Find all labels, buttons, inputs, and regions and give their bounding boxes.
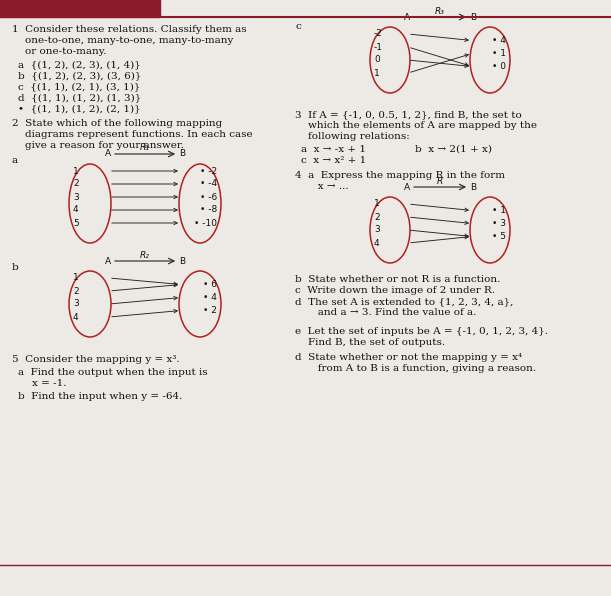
Text: 1: 1 xyxy=(374,69,380,77)
Text: • 0: • 0 xyxy=(492,62,506,71)
Text: 3: 3 xyxy=(73,193,79,201)
Text: B: B xyxy=(470,13,476,21)
Bar xyxy=(0,0,160,17)
Text: -2: -2 xyxy=(374,29,383,39)
Text: A: A xyxy=(105,256,111,265)
Text: 3  If A = {-1, 0, 0.5, 1, 2}, find B, the set to: 3 If A = {-1, 0, 0.5, 1, 2}, find B, the… xyxy=(295,110,522,119)
Text: 4  a  Express the mapping R in the form: 4 a Express the mapping R in the form xyxy=(295,171,505,180)
Text: following relations:: following relations: xyxy=(295,132,410,141)
Text: • 2: • 2 xyxy=(203,306,217,315)
Text: 3: 3 xyxy=(73,300,79,309)
Text: which the elements of A are mapped by the: which the elements of A are mapped by th… xyxy=(295,121,537,130)
Text: • -4: • -4 xyxy=(200,179,217,188)
Text: a: a xyxy=(12,156,18,165)
Text: or one-to-many.: or one-to-many. xyxy=(12,47,106,56)
Text: 0: 0 xyxy=(374,55,380,64)
Text: a  Find the output when the input is: a Find the output when the input is xyxy=(18,368,208,377)
Text: 1: 1 xyxy=(374,200,380,209)
Text: c  x → x² + 1: c x → x² + 1 xyxy=(301,156,366,165)
Text: x = -1.: x = -1. xyxy=(32,379,67,388)
Text: Find B, the set of outputs.: Find B, the set of outputs. xyxy=(295,338,445,347)
Text: • 1: • 1 xyxy=(492,49,506,58)
Text: • 3: • 3 xyxy=(492,219,506,228)
Text: b  {(1, 2), (2, 3), (3, 6)}: b {(1, 2), (2, 3), (3, 6)} xyxy=(18,71,141,80)
Text: 2: 2 xyxy=(73,287,79,296)
Text: • 4: • 4 xyxy=(492,36,506,45)
Text: 5  Consider the mapping y = x³.: 5 Consider the mapping y = x³. xyxy=(12,355,180,364)
Text: A: A xyxy=(404,182,410,191)
Text: d  {(1, 1), (1, 2), (1, 3)}: d {(1, 1), (1, 2), (1, 3)} xyxy=(18,93,141,102)
Text: a  {(1, 2), (2, 3), (1, 4)}: a {(1, 2), (2, 3), (1, 4)} xyxy=(18,60,141,69)
Text: B: B xyxy=(179,150,185,159)
Text: 1: 1 xyxy=(73,274,79,283)
Text: • 5: • 5 xyxy=(492,232,506,241)
Text: • 1: • 1 xyxy=(492,206,506,215)
Text: x → ...: x → ... xyxy=(295,182,349,191)
Text: diagrams represent functions. In each case: diagrams represent functions. In each ca… xyxy=(12,130,252,139)
Text: R₃: R₃ xyxy=(435,7,445,15)
Text: 4: 4 xyxy=(73,206,79,215)
Text: d  The set A is extended to {1, 2, 3, 4, a},: d The set A is extended to {1, 2, 3, 4, … xyxy=(295,297,513,306)
Text: 2: 2 xyxy=(374,213,379,222)
Text: •  {(1, 1), (1, 2), (2, 1)}: • {(1, 1), (1, 2), (2, 1)} xyxy=(18,104,141,113)
Text: -1: -1 xyxy=(374,42,383,51)
Text: R₂: R₂ xyxy=(140,250,150,259)
Text: 2  State which of the following mapping: 2 State which of the following mapping xyxy=(12,119,222,128)
Text: 2: 2 xyxy=(73,179,79,188)
Text: • 4: • 4 xyxy=(203,293,217,302)
Text: • -8: • -8 xyxy=(200,206,217,215)
Text: d  State whether or not the mapping y = x⁴: d State whether or not the mapping y = x… xyxy=(295,353,522,362)
Text: 4: 4 xyxy=(374,238,379,247)
Text: R: R xyxy=(437,176,443,185)
Text: 5: 5 xyxy=(73,219,79,228)
Text: b: b xyxy=(12,263,19,272)
Text: • 6: • 6 xyxy=(203,280,217,289)
Text: EXERCISE 5A: EXERCISE 5A xyxy=(6,7,76,17)
Text: A: A xyxy=(404,13,410,21)
Text: • -2: • -2 xyxy=(200,166,217,175)
Text: one-to-one, many-to-one, many-to-many: one-to-one, many-to-one, many-to-many xyxy=(12,36,233,45)
Text: c: c xyxy=(295,22,301,31)
Text: give a reason for your answer.: give a reason for your answer. xyxy=(12,141,184,150)
Text: c  Write down the image of 2 under R.: c Write down the image of 2 under R. xyxy=(295,286,495,295)
Text: R₁: R₁ xyxy=(140,144,150,153)
Text: and a → 3. Find the value of a.: and a → 3. Find the value of a. xyxy=(295,308,477,317)
Text: b  x → 2(1 + x): b x → 2(1 + x) xyxy=(415,145,492,154)
Text: 1  Consider these relations. Classify them as: 1 Consider these relations. Classify the… xyxy=(12,25,247,34)
Text: b  Find the input when y = -64.: b Find the input when y = -64. xyxy=(18,392,182,401)
Text: B: B xyxy=(179,256,185,265)
Text: c  {(1, 1), (2, 1), (3, 1)}: c {(1, 1), (2, 1), (3, 1)} xyxy=(18,82,141,91)
Text: • -10: • -10 xyxy=(194,219,217,228)
Text: 4: 4 xyxy=(73,312,79,321)
Text: from A to B is a function, giving a reason.: from A to B is a function, giving a reas… xyxy=(295,364,536,373)
Text: B: B xyxy=(470,182,476,191)
Text: A: A xyxy=(105,150,111,159)
Text: e  Let the set of inputs be A = {-1, 0, 1, 2, 3, 4}.: e Let the set of inputs be A = {-1, 0, 1… xyxy=(295,327,548,336)
Text: b  State whether or not R is a function.: b State whether or not R is a function. xyxy=(295,275,500,284)
Text: 3: 3 xyxy=(374,225,380,234)
Text: • -6: • -6 xyxy=(200,193,217,201)
Text: 1: 1 xyxy=(73,166,79,175)
Text: a  x → -x + 1: a x → -x + 1 xyxy=(301,145,366,154)
